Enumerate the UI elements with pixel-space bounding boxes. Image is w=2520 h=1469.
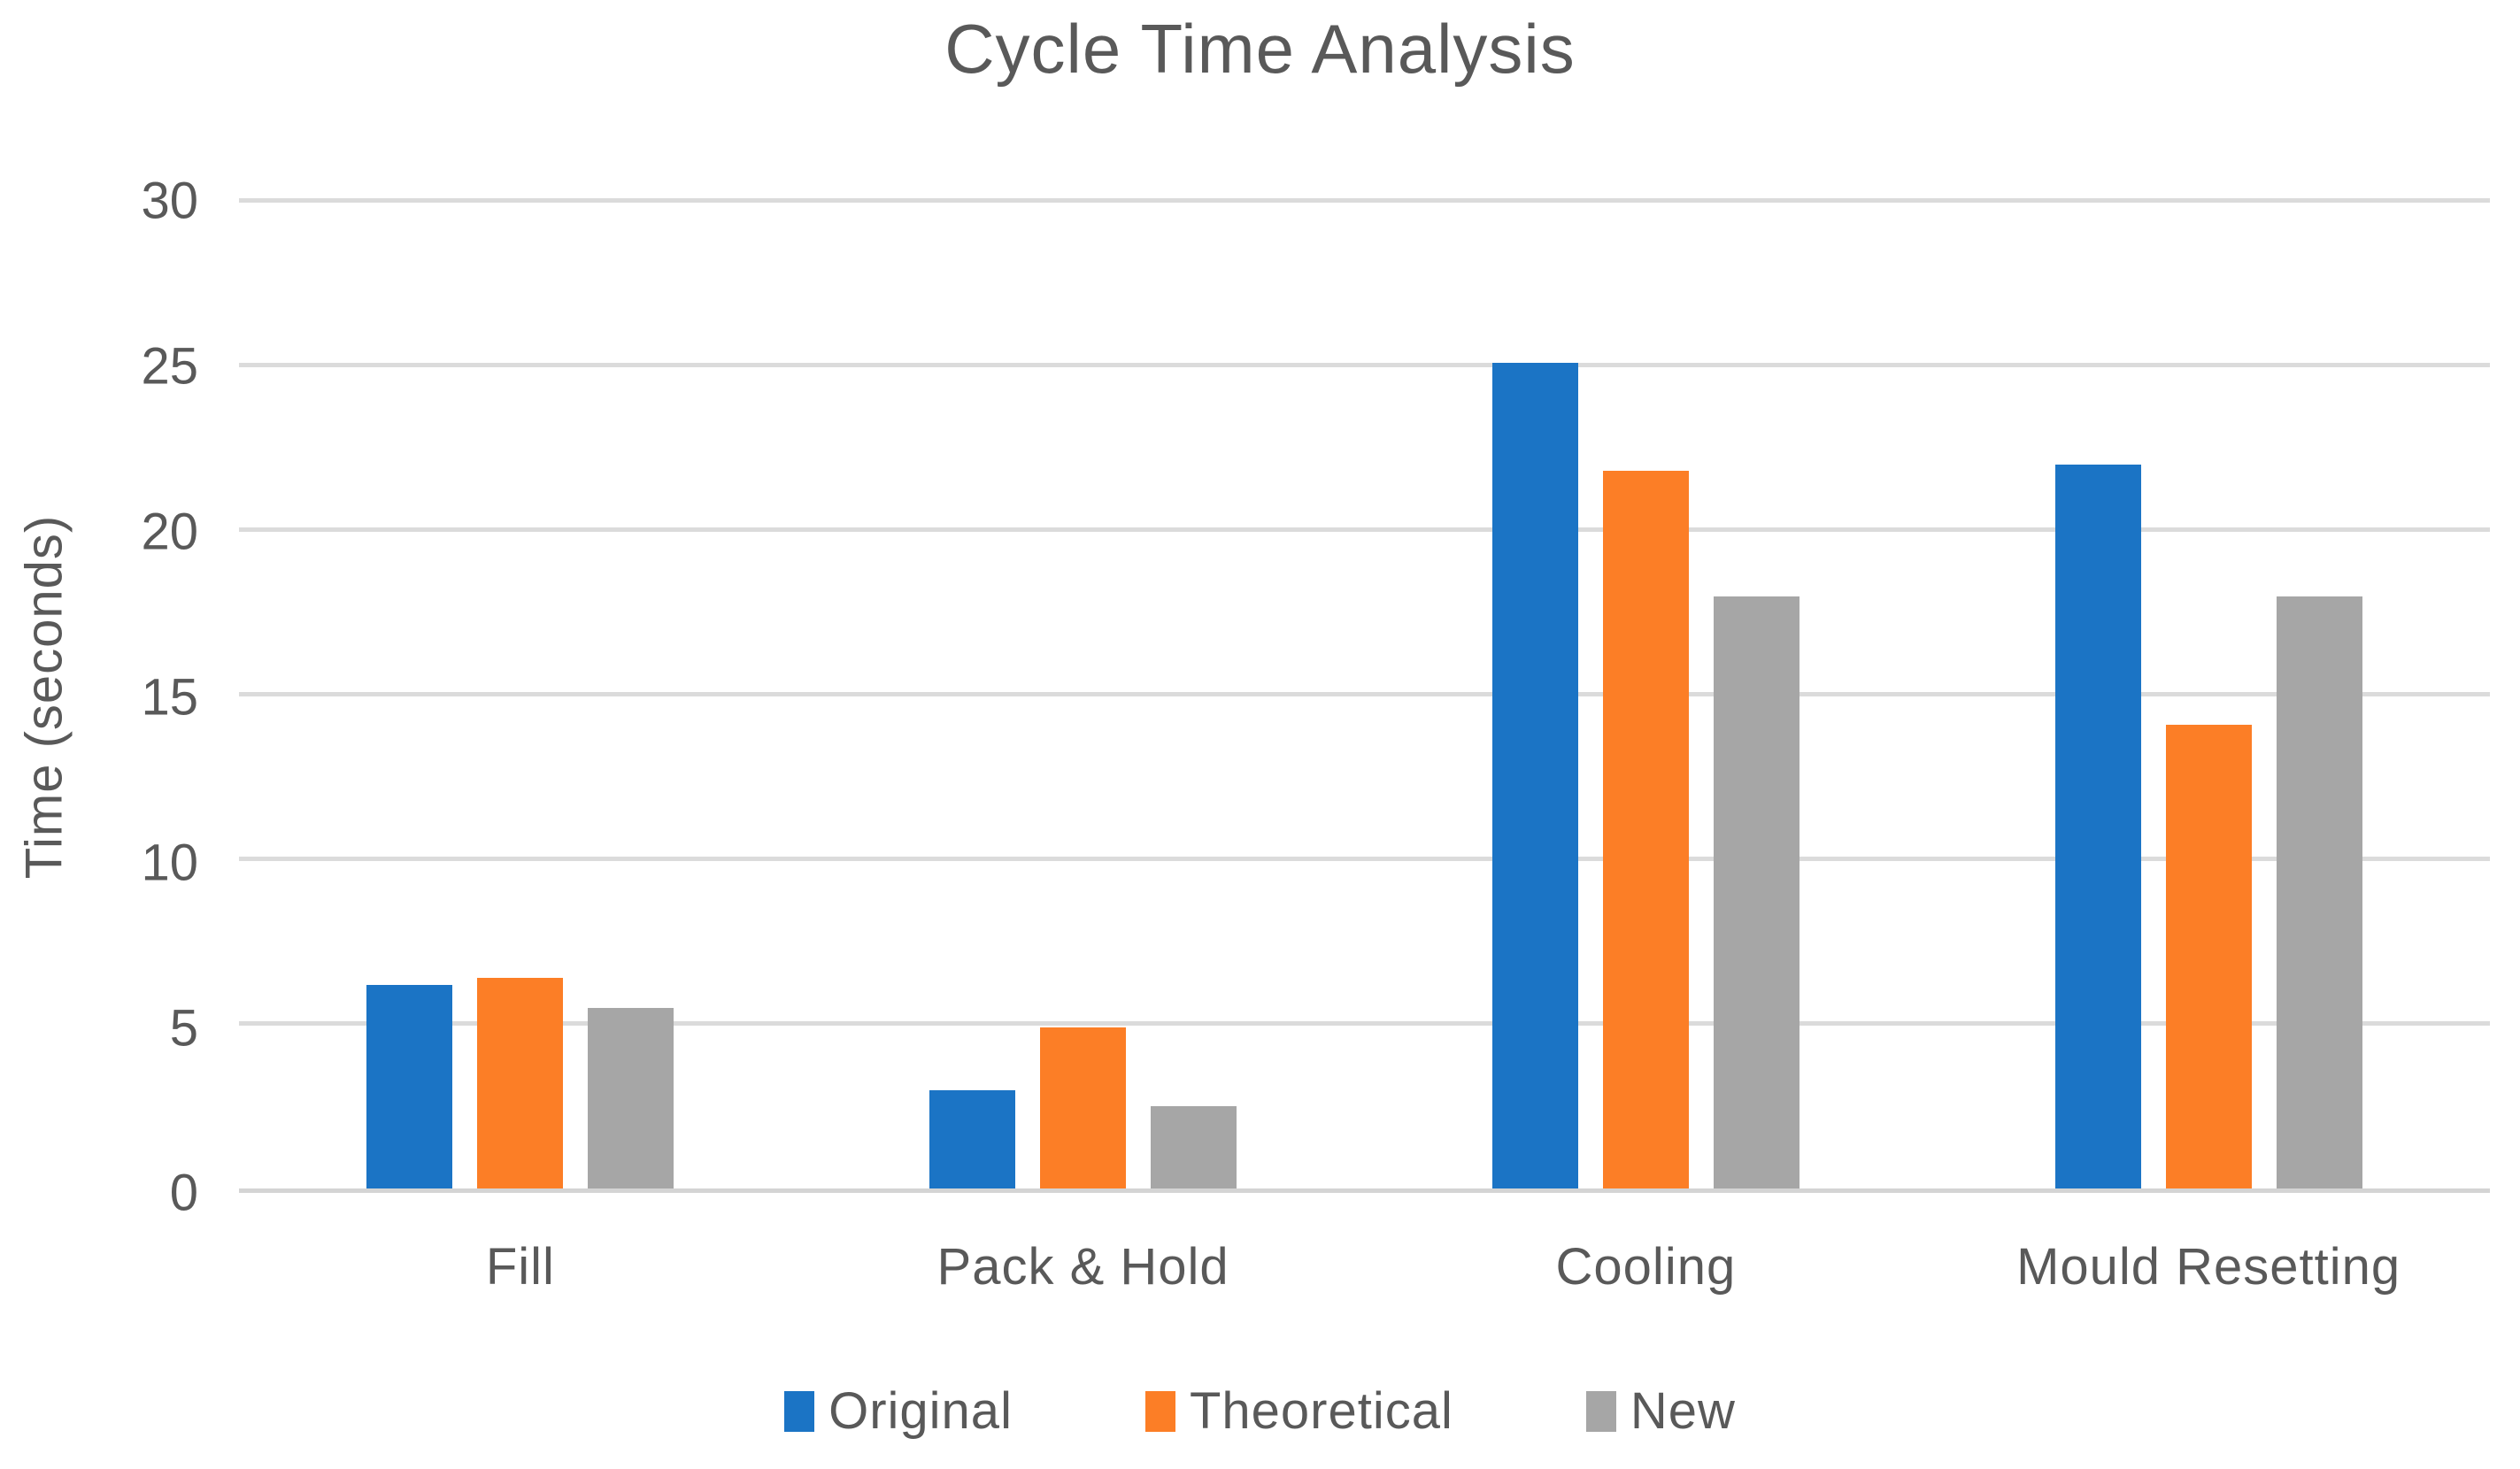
y-tick-10: 10 (141, 834, 198, 892)
x-label-pack-hold: Pack & Hold (936, 1238, 1229, 1296)
gridline-5 (239, 1021, 2490, 1027)
legend-label-theoretical: Theoretical (1189, 1382, 1453, 1441)
bar-original-mould-resetting (2054, 464, 2141, 1189)
gridline-30 (239, 198, 2490, 204)
legend-marker-original (784, 1390, 815, 1432)
legend-item-new: New (1585, 1381, 1736, 1441)
legend-marker-theoretical (1144, 1390, 1175, 1432)
y-tick-0: 0 (169, 1164, 198, 1222)
x-label-mould-resetting: Mould Resetting (2016, 1238, 2401, 1296)
chart-title: Cycle Time Analysis (944, 10, 1576, 88)
bar-new-pack-hold (1151, 1106, 1237, 1189)
bar-group-cooling (1365, 201, 1928, 1189)
legend-label-new: New (1630, 1382, 1736, 1441)
legend-label-original: Original (828, 1382, 1013, 1441)
y-axis-title-cell: Time (seconds) (0, 201, 89, 1193)
bar-theoretical-cooling (1602, 471, 1689, 1189)
legend-item-original: Original (784, 1381, 1013, 1441)
y-tick-20: 20 (141, 503, 198, 561)
gridline-15 (239, 692, 2490, 697)
y-axis-title: Time (seconds) (15, 515, 73, 880)
gridline-25 (239, 363, 2490, 368)
bar-original-cooling (1491, 362, 1578, 1189)
legend-marker-new (1585, 1390, 1616, 1432)
bar-original-pack-hold (929, 1089, 1016, 1189)
x-label-cooling: Cooling (1555, 1238, 1737, 1296)
bar-new-cooling (1713, 596, 1799, 1189)
y-tick-30: 30 (141, 172, 198, 230)
chart-area: Time (seconds) 0 5 10 15 20 25 30 Fill Pack & H… (0, 173, 2490, 1296)
bar-new-mould-resetting (2276, 596, 2362, 1189)
legend: Original Theoretical New (0, 1381, 2520, 1441)
bar-theoretical-mould-resetting (2165, 724, 2252, 1189)
bar-group-mould-resetting (1927, 201, 2490, 1189)
y-tick-5: 5 (169, 999, 198, 1058)
y-tick-25: 25 (141, 337, 198, 396)
legend-item-theoretical: Theoretical (1144, 1381, 1453, 1441)
bar-theoretical-pack-hold (1040, 1027, 1127, 1189)
bar-new-fill (588, 1007, 674, 1189)
bars-row (239, 201, 2490, 1189)
bar-group-fill (239, 201, 802, 1189)
y-tick-15: 15 (141, 668, 198, 727)
bar-group-pack-hold (802, 201, 1365, 1189)
plot-area (239, 198, 2490, 1194)
bar-theoretical-fill (477, 978, 564, 1189)
gridline-10 (239, 857, 2490, 862)
bar-original-fill (366, 984, 453, 1189)
gridline-20 (239, 527, 2490, 533)
x-label-fill: Fill (485, 1238, 555, 1296)
x-axis-labels: Fill Pack & Hold Cooling Mould Resetting (239, 1193, 2490, 1296)
y-axis-ticks: 0 5 10 15 20 25 30 (89, 173, 239, 1222)
